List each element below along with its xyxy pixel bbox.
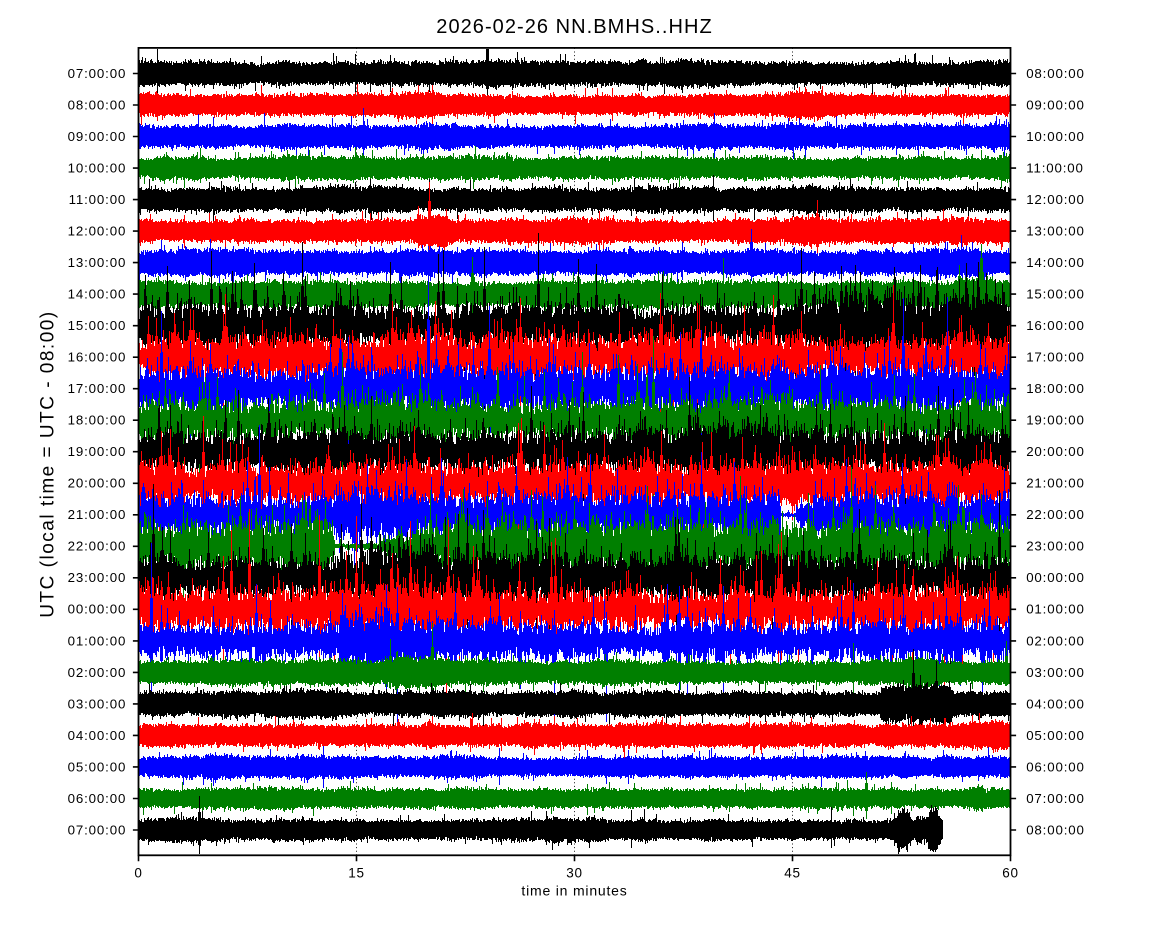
svg-text:01:00:00: 01:00:00 (68, 633, 127, 648)
svg-text:11:00:00: 11:00:00 (69, 192, 127, 207)
svg-text:19:00:00: 19:00:00 (1026, 413, 1085, 428)
svg-text:02:00:00: 02:00:00 (68, 665, 127, 680)
svg-text:UTC (local time = UTC - 08:00): UTC (local time = UTC - 08:00) (38, 310, 59, 617)
svg-text:05:00:00: 05:00:00 (68, 759, 127, 774)
svg-text:12:00:00: 12:00:00 (1026, 192, 1085, 207)
svg-text:07:00:00: 07:00:00 (68, 822, 127, 837)
svg-text:60: 60 (1002, 865, 1019, 880)
svg-text:21:00:00: 21:00:00 (68, 507, 127, 522)
svg-text:0: 0 (134, 865, 142, 880)
svg-text:15: 15 (348, 865, 365, 880)
svg-text:12:00:00: 12:00:00 (68, 224, 127, 239)
svg-text:13:00:00: 13:00:00 (1026, 224, 1085, 239)
svg-text:14:00:00: 14:00:00 (1026, 255, 1085, 270)
svg-text:11:00:00: 11:00:00 (1026, 161, 1084, 176)
svg-text:21:00:00: 21:00:00 (1026, 476, 1085, 491)
svg-text:17:00:00: 17:00:00 (1026, 350, 1085, 365)
svg-text:06:00:00: 06:00:00 (1026, 759, 1085, 774)
svg-text:23:00:00: 23:00:00 (1026, 539, 1085, 554)
svg-text:23:00:00: 23:00:00 (68, 570, 127, 585)
svg-text:30: 30 (566, 865, 583, 880)
svg-text:04:00:00: 04:00:00 (68, 728, 127, 743)
svg-text:06:00:00: 06:00:00 (68, 791, 127, 806)
svg-text:13:00:00: 13:00:00 (68, 255, 127, 270)
svg-text:08:00:00: 08:00:00 (1026, 822, 1085, 837)
svg-text:10:00:00: 10:00:00 (1026, 129, 1085, 144)
svg-text:07:00:00: 07:00:00 (68, 66, 127, 81)
svg-text:16:00:00: 16:00:00 (68, 350, 127, 365)
svg-text:01:00:00: 01:00:00 (1026, 602, 1085, 617)
svg-text:22:00:00: 22:00:00 (68, 539, 127, 554)
svg-text:time in minutes: time in minutes (521, 883, 627, 899)
svg-text:16:00:00: 16:00:00 (1026, 318, 1085, 333)
svg-text:18:00:00: 18:00:00 (1026, 381, 1085, 396)
svg-text:05:00:00: 05:00:00 (1026, 728, 1085, 743)
svg-text:19:00:00: 19:00:00 (68, 444, 127, 459)
svg-text:10:00:00: 10:00:00 (68, 161, 127, 176)
svg-text:08:00:00: 08:00:00 (1026, 66, 1085, 81)
svg-text:09:00:00: 09:00:00 (68, 129, 127, 144)
svg-text:2026-02-26 NN.BMHS..HHZ: 2026-02-26 NN.BMHS..HHZ (436, 16, 712, 38)
svg-text:07:00:00: 07:00:00 (1026, 791, 1085, 806)
svg-text:15:00:00: 15:00:00 (1026, 287, 1085, 302)
svg-text:04:00:00: 04:00:00 (1026, 696, 1085, 711)
svg-text:20:00:00: 20:00:00 (1026, 444, 1085, 459)
svg-text:18:00:00: 18:00:00 (68, 413, 127, 428)
svg-text:22:00:00: 22:00:00 (1026, 507, 1085, 522)
svg-text:02:00:00: 02:00:00 (1026, 633, 1085, 648)
svg-text:14:00:00: 14:00:00 (68, 287, 127, 302)
svg-text:00:00:00: 00:00:00 (1026, 570, 1085, 585)
svg-text:09:00:00: 09:00:00 (1026, 97, 1085, 112)
svg-text:00:00:00: 00:00:00 (68, 602, 127, 617)
svg-text:17:00:00: 17:00:00 (68, 381, 127, 396)
svg-text:45: 45 (784, 865, 801, 880)
svg-text:20:00:00: 20:00:00 (68, 476, 127, 491)
svg-text:08:00:00: 08:00:00 (68, 97, 127, 112)
svg-text:03:00:00: 03:00:00 (68, 696, 127, 711)
svg-text:15:00:00: 15:00:00 (68, 318, 127, 333)
svg-text:03:00:00: 03:00:00 (1026, 665, 1085, 680)
